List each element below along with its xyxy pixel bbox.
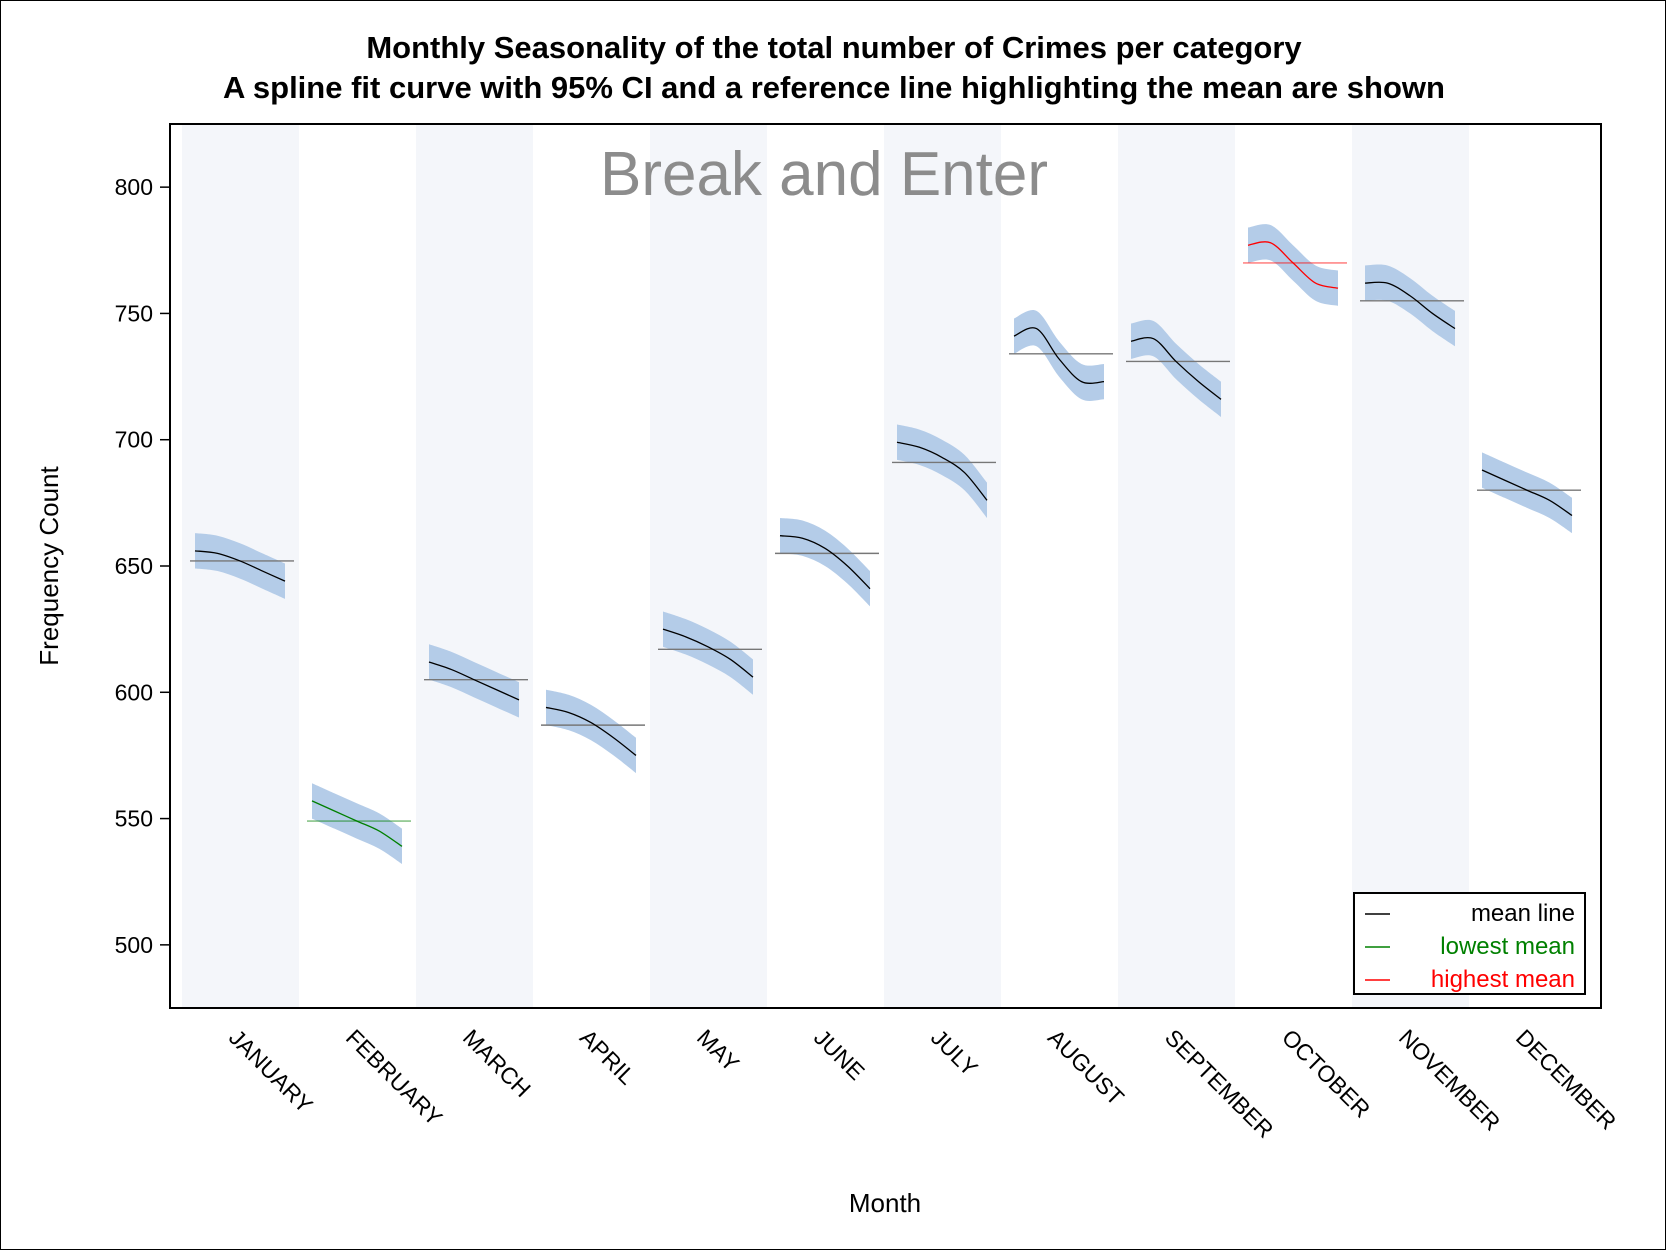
y-tick-label-600: 600: [115, 679, 153, 705]
x-tick-label-april: APRIL: [575, 1024, 641, 1090]
ci-band-march: [429, 644, 519, 718]
band-may: [650, 125, 767, 1007]
x-tick-label-october: OCTOBER: [1277, 1024, 1376, 1123]
spline-fit-november: [1364, 281, 1456, 330]
spline-fit-january: [194, 550, 286, 582]
spline-fit-december: [1481, 469, 1573, 517]
confidence-bands: [195, 224, 1572, 865]
spline-fit-february: [311, 800, 403, 847]
y-tick-label-800: 800: [115, 174, 153, 200]
y-tick-label-750: 750: [115, 300, 153, 326]
x-tick-label-february: FEBRUARY: [341, 1024, 448, 1131]
x-tick-label-january: JANUARY: [224, 1024, 318, 1118]
spline-fit-september: [1130, 336, 1222, 400]
chart-title: Monthly Seasonality of the total number …: [366, 30, 1302, 65]
band-november: [1352, 125, 1469, 1007]
spline-fit-march: [428, 661, 520, 701]
spline-fit-july: [896, 441, 988, 501]
y-axis-label: Frequency Count: [34, 466, 64, 666]
spline-fit-june: [779, 535, 871, 590]
band-july: [884, 125, 1001, 1007]
ci-band-january: [195, 533, 285, 599]
spline-fit-lines: [194, 241, 1573, 847]
y-tick-label-700: 700: [115, 427, 153, 453]
legend-box: [1353, 892, 1586, 995]
y-tick-label-550: 550: [115, 806, 153, 832]
x-tick-label-may: MAY: [692, 1024, 744, 1076]
ci-band-december: [1482, 452, 1572, 534]
x-tick-label-september: SEPTEMBER: [1160, 1024, 1279, 1143]
spline-fit-october: [1247, 241, 1339, 289]
ci-band-october: [1248, 224, 1338, 306]
x-tick-label-november: NOVEMBER: [1394, 1024, 1505, 1135]
ci-band-august: [1014, 310, 1104, 401]
x-tick-label-august: AUGUST: [1043, 1024, 1129, 1110]
legend-label-lowest: lowest mean: [1440, 933, 1575, 960]
x-tick-label-december: DECEMBER: [1511, 1024, 1622, 1135]
panel-label: Break and Enter: [600, 140, 1048, 209]
ci-band-april: [546, 689, 636, 774]
spline-fit-april: [545, 706, 637, 756]
legend-label-highest: highest mean: [1431, 966, 1575, 993]
ci-band-june: [780, 518, 870, 607]
x-tick-label-june: JUNE: [809, 1024, 870, 1085]
x-axis-label: Month: [849, 1188, 921, 1218]
mean-reference-lines: [190, 262, 1581, 822]
ci-band-february: [312, 783, 402, 865]
y-tick-label-650: 650: [115, 553, 153, 579]
band-september: [1118, 125, 1235, 1007]
ci-band-may: [663, 611, 753, 695]
y-axis: 500 550 600 650 700 750 800: [115, 174, 170, 958]
alternating-bands: [182, 125, 1469, 1007]
ci-band-september: [1131, 319, 1221, 417]
ci-band-november: [1365, 264, 1455, 347]
spline-fit-may: [662, 628, 754, 678]
y-tick-label-500: 500: [115, 932, 153, 958]
x-axis: JANUARY FEBRUARY MARCH APRIL MAY JUNE JULY AUGU…: [224, 1024, 1622, 1143]
legend: mean line lowest mean highest mean: [1353, 892, 1586, 995]
chart-subtitle: A spline fit curve with 95% CI and a ref…: [223, 70, 1445, 105]
x-tick-label-july: JULY: [926, 1024, 983, 1081]
spline-fit-august: [1013, 327, 1105, 384]
x-tick-label-march: MARCH: [458, 1024, 536, 1102]
legend-label-mean: mean line: [1471, 900, 1575, 927]
band-march: [416, 125, 533, 1007]
